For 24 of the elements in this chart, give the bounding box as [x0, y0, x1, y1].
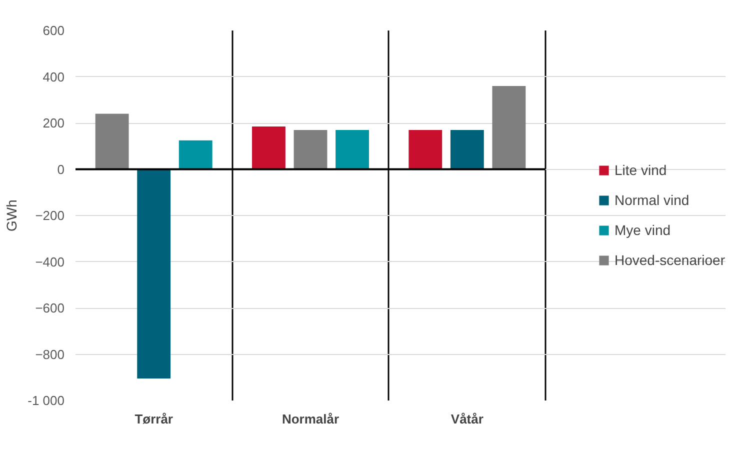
legend-label: Lite vind: [614, 162, 667, 178]
y-tick-label: −600: [35, 300, 65, 316]
bar: [450, 130, 484, 170]
x-tick-label: Våtår: [450, 412, 484, 426]
y-tick-label: 0: [57, 162, 65, 177]
y-tick-label: −800: [35, 346, 65, 362]
legend-label: Mye vind: [614, 222, 671, 238]
y-tick-label: −400: [35, 254, 65, 270]
bar: [137, 169, 171, 379]
y-axis-title: GWh: [4, 200, 20, 232]
legend-label: Normal vind: [614, 192, 690, 208]
y-tick-label: -1 000: [28, 393, 65, 408]
x-tick-label: Tørrår: [134, 412, 173, 426]
x-tick-label: Normalår: [282, 412, 340, 426]
y-tick-label: 200: [42, 116, 65, 130]
bar: [294, 130, 328, 170]
y-tick-label: 400: [42, 69, 65, 84]
bar: [252, 126, 286, 170]
y-tick-label: 600: [42, 23, 65, 38]
bar: [178, 140, 212, 170]
bar: [408, 130, 442, 170]
y-tick-label: −200: [35, 208, 65, 223]
bar: [336, 130, 369, 170]
legend-label: Hoved-scenarioer: [614, 252, 725, 268]
